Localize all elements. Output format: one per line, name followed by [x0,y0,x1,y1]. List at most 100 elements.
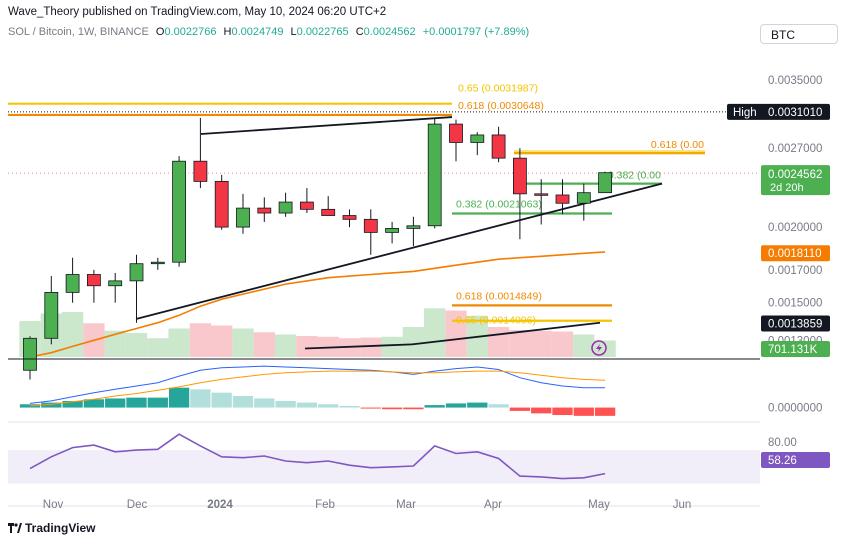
x-tick-label: Apr [484,499,502,511]
close-key: C [355,26,364,38]
candle-body [534,193,549,196]
volume-bar [168,328,190,357]
ema-path [29,251,606,358]
low-value: 0.0022765 [296,26,349,38]
candle-body [257,207,272,214]
rsi-line [29,433,606,480]
macd-hist-bar [62,400,83,408]
macd-hist-bar [147,397,168,408]
lightning-icon[interactable] [591,340,607,356]
price-tick-label: 0.0017000 [768,265,822,277]
volume-bar [381,336,403,357]
fib-label: 0.382 (0.0021063) [456,198,542,210]
candle-body [193,160,208,182]
open-value: 0.0022766 [164,26,217,38]
macd-hist-bar [190,389,211,408]
macd-hist-bar [403,407,424,410]
trend-lines [135,116,663,350]
high-value: 0.0024749 [231,26,284,38]
rsi-marker-bg [761,451,830,468]
candle-body [406,225,421,229]
candle-body [449,123,463,143]
open-key: O [155,26,165,38]
macd-pane: 0.0000000 [19,365,822,416]
volume-bar [445,310,467,357]
volume-bar [253,332,275,357]
ema-line [29,251,606,358]
current-price-bg [761,165,830,196]
x-tick-label: 2024 [207,499,233,511]
candle-body [44,291,59,339]
current-price-marker: 0.0024562 [768,169,822,181]
candle-body [427,123,442,227]
x-tick-label: Jun [673,499,692,511]
current-price-countdown: 2d 20h [770,182,804,194]
macd-hist-bar [232,395,254,408]
publish-info: Wave_Theory published on TradingView.com… [8,6,387,18]
macd-hist-bar [509,407,531,411]
macd-hist-bar [254,398,275,408]
trend-line [304,343,413,350]
x-axis-ticks: Nov Dec 2024 Feb Mar Apr May Jun [43,499,692,511]
rsi-tick-label: 80.00 [768,437,797,449]
candle-body [150,261,165,265]
x-tick-label: May [588,499,610,511]
macd-hist-bar [445,403,467,408]
macd-hist-bar [360,407,381,409]
high-key: H [223,26,232,38]
macd-hist-bar [339,405,360,408]
macd-hist-bar [126,397,147,408]
volume-bar [551,331,574,357]
candle-body [555,194,570,204]
volume-bar [530,330,552,357]
macd-hist-bar [552,407,573,416]
candle-body [385,228,400,233]
macd-hist-bar [531,407,552,414]
fib-label: 0.65 (0.0031987) [458,83,538,95]
trend-line [200,116,453,135]
macd-hist-bar [275,400,296,408]
fib-label: 0.382 (0.00 [608,170,661,182]
price-tick-label: 0.0027000 [768,143,822,155]
volume-bar [487,327,510,357]
volume-bar [360,337,382,357]
volume-bar [424,308,446,357]
price-tick-label: 0.0015000 [768,298,822,310]
candle-body [342,215,357,220]
ema-price-marker-bg [761,245,830,262]
tradingview-logo[interactable]: TradingView [8,521,95,535]
currency-selector[interactable]: BTC [760,24,838,44]
fib-label: 0.618 (0.0030648) [458,100,544,112]
macd-tick-label: 0.0000000 [768,403,822,415]
close-value: 0.0024562 [363,26,416,38]
candle-body [321,208,336,216]
volume-bar [402,327,425,357]
macd-hist-bar [488,404,509,408]
volume-marker: 701.131K [768,344,818,356]
macd-hist-bar [296,402,318,408]
x-tick-label: Mar [396,499,416,511]
macd-hist-bar [381,407,403,410]
symbol-name[interactable]: SOL / Bitcoin, 1W, BINANCE [8,26,149,38]
candle-body [129,263,144,282]
brand-label: TradingView [25,521,96,535]
volume-bar [509,330,531,357]
macd-hist-bar [41,402,62,408]
candle-body [299,201,314,210]
candle-body [278,201,293,214]
signal-line [29,370,606,407]
macd-hist-bar [467,402,488,408]
macd-hist-bar [594,407,616,416]
tradingview-logo-icon [8,523,22,533]
volume-bar [189,323,212,357]
volume-bar [61,312,84,357]
fib-band [514,150,705,155]
macd-hist-bar [424,405,445,408]
candle-body [513,157,527,195]
candle-body [470,134,485,143]
volume-bar [125,333,148,357]
candle-body [65,274,80,293]
candle-body [598,172,612,194]
